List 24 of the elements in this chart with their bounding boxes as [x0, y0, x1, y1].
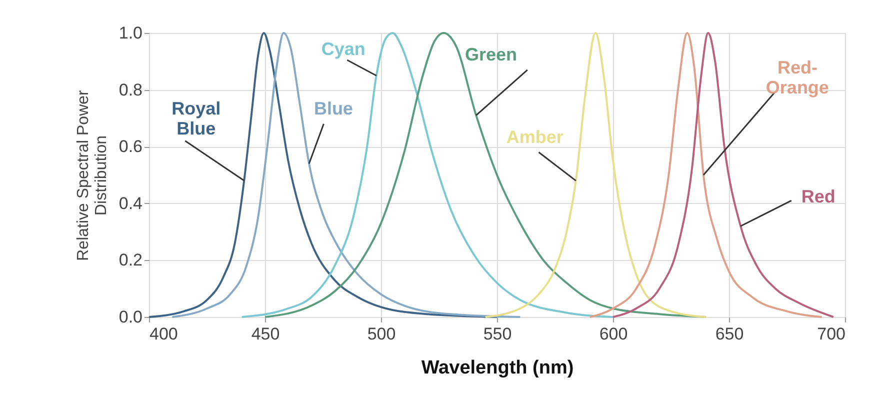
y-tick-label: 0.4 — [118, 194, 142, 213]
y-axis-title: Relative Spectral Power Distribution — [74, 89, 110, 261]
y-tick-label: 0.0 — [118, 308, 142, 326]
y-tick-label: 0.8 — [118, 80, 142, 100]
series-label: Royal Blue — [172, 98, 221, 139]
y-tick-label: 0.6 — [118, 137, 142, 156]
x-tick-label: 500 — [367, 324, 396, 344]
series-label: Cyan — [321, 39, 366, 60]
series-label: Blue — [314, 98, 353, 119]
x-tick-label: 650 — [715, 324, 744, 344]
x-tick-label: 700 — [817, 324, 846, 344]
y-tick-label: 0.2 — [118, 250, 142, 270]
x-tick-label: 550 — [483, 324, 512, 344]
text: Red — [801, 186, 836, 207]
line-series — [264, 32, 707, 318]
line-series — [240, 32, 614, 318]
series-label: Green — [464, 44, 517, 65]
series-label: Amber — [506, 127, 564, 148]
x-tick-label: 400 — [150, 324, 178, 344]
x-axis-title: Wavelength (nm) — [421, 358, 574, 378]
text: Red-Orange — [766, 58, 829, 98]
x-tick-label: 600 — [599, 324, 628, 344]
x-tick-label: 450 — [251, 324, 280, 344]
y-tick-label: 1.0 — [118, 24, 142, 42]
